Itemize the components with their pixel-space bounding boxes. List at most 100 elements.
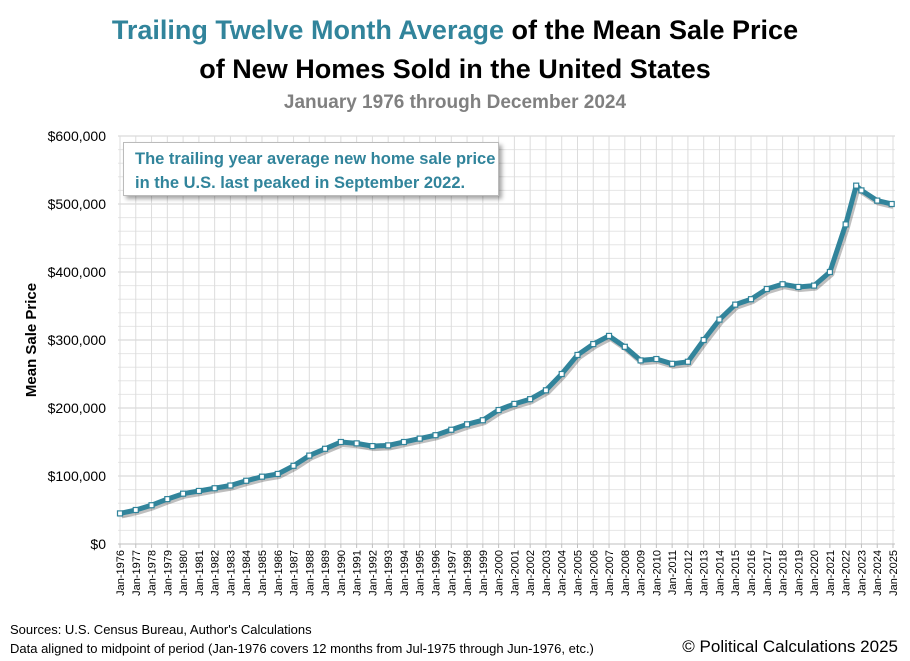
data-point	[211, 485, 218, 492]
data-point	[888, 200, 895, 208]
x-tick-label: Jan-2014	[714, 550, 726, 596]
data-point	[637, 357, 644, 364]
x-tick-label: Jan-2012	[683, 550, 695, 596]
data-point	[669, 360, 676, 367]
x-tick-label: Jan-2018	[778, 550, 790, 596]
x-tick-label: Jan-2020	[809, 550, 821, 596]
x-tick-label: Jan-1980	[178, 550, 190, 596]
x-tick-label: Jan-2021	[825, 550, 837, 596]
data-point	[747, 296, 755, 303]
data-point	[227, 482, 234, 489]
data-point	[495, 406, 502, 414]
data-point	[542, 387, 550, 394]
annotation-box: The trailing year average new home sale …	[123, 142, 499, 196]
y-axis-label: Mean Sale Price	[23, 283, 40, 397]
x-tick-label: Jan-1982	[210, 550, 222, 596]
x-tick-label: Jan-2024	[872, 550, 884, 596]
x-tick-label: Jan-1987	[289, 550, 301, 596]
x-tick-label: Jan-2006	[588, 550, 600, 596]
x-tick-label: Jan-1983	[225, 550, 237, 596]
x-tick-label: Jan-1990	[336, 550, 348, 596]
data-point	[180, 490, 187, 497]
data-point	[653, 355, 660, 363]
title-rest: of the Mean Sale Price	[503, 15, 799, 45]
data-point	[558, 370, 565, 378]
x-tick-label: Jan-1999	[478, 550, 490, 596]
x-tick-label: Jan-2023	[856, 550, 868, 596]
x-tick-label: Jan-1985	[257, 550, 269, 596]
data-point	[432, 432, 439, 439]
data-point	[116, 510, 124, 517]
x-tick-label: Jan-2010	[651, 550, 663, 596]
data-point	[337, 438, 344, 446]
data-point	[574, 351, 581, 359]
x-tick-label: Jan-1978	[147, 550, 159, 596]
data-point	[353, 440, 360, 447]
x-tick-label: Jan-2017	[762, 550, 774, 596]
annotation-line2: in the U.S. last peaked in September 202…	[135, 174, 466, 192]
alignment-note: Data aligned to midpoint of period (Jan-…	[10, 641, 594, 656]
x-tick-label: Jan-2015	[730, 550, 742, 596]
x-tick-label: Jan-1995	[415, 550, 427, 596]
data-point	[511, 400, 518, 408]
data-point	[448, 426, 455, 433]
x-tick-label: Jan-1984	[241, 550, 253, 596]
copyright: © Political Calculations 2025	[682, 637, 898, 656]
x-tick-label: Jan-2003	[541, 550, 553, 596]
x-tick-label: Jan-1998	[462, 550, 474, 596]
x-tick-label: Jan-2019	[793, 550, 805, 596]
x-tick-label: Jan-2001	[509, 550, 521, 596]
x-tick-label: Jan-2004	[557, 550, 569, 596]
data-point	[416, 435, 423, 442]
y-tick-label: $200,000	[48, 400, 107, 416]
chart-title-line2: of New Homes Sold in the United States	[199, 54, 711, 84]
x-tick-label: Jan-1976	[115, 550, 127, 596]
data-point	[132, 506, 139, 514]
x-tick-label: Jan-2016	[746, 550, 758, 596]
data-point	[195, 487, 202, 495]
data-point	[306, 452, 313, 459]
x-tick-label: Jan-2009	[636, 550, 648, 596]
x-tick-label: Jan-2011	[667, 550, 679, 595]
x-tick-label: Jan-2000	[494, 550, 506, 596]
x-tick-label: Jan-1991	[352, 550, 364, 596]
series-shadow	[120, 184, 894, 519]
y-tick-label: $400,000	[48, 264, 107, 280]
series-line	[117, 183, 895, 516]
y-tick-label: $0	[90, 536, 106, 552]
data-point	[527, 396, 534, 403]
data-point	[732, 301, 739, 308]
data-point	[826, 268, 833, 276]
x-tick-label: Jan-1993	[383, 550, 395, 596]
x-tick-label: Jan-2022	[841, 550, 853, 596]
data-point	[321, 445, 329, 452]
data-point	[684, 358, 692, 365]
data-point	[842, 221, 849, 228]
x-tick-label: Jan-2007	[604, 550, 616, 596]
data-point	[795, 283, 802, 291]
data-point	[400, 438, 408, 446]
data-point	[243, 477, 250, 484]
annotation-line1: The trailing year average new home sale …	[135, 150, 496, 168]
y-tick-label: $300,000	[48, 332, 107, 348]
data-point	[369, 442, 376, 450]
data-point	[858, 187, 865, 194]
data-point	[811, 282, 818, 289]
sources-note: Sources: U.S. Census Bureau, Author's Ca…	[10, 622, 312, 637]
x-tick-label: Jan-1977	[131, 550, 143, 596]
x-tick-label: Jan-2013	[699, 550, 711, 596]
x-tick-label: Jan-2002	[525, 550, 537, 596]
x-tick-label: Jan-1997	[446, 550, 458, 596]
title-highlight: Trailing Twelve Month Average	[111, 15, 504, 45]
y-tick-label: $100,000	[48, 468, 107, 484]
data-point	[853, 182, 860, 189]
data-point	[716, 316, 723, 323]
data-point	[164, 496, 171, 503]
chart-title-line1: Trailing Twelve Month Average of the Mea…	[0, 13, 910, 47]
data-point	[274, 470, 281, 478]
x-tick-label: Jan-1989	[320, 550, 332, 596]
x-tick-label: Jan-1994	[399, 550, 411, 596]
x-tick-label: Jan-1986	[273, 550, 285, 596]
y-tick-label: $500,000	[48, 196, 107, 212]
